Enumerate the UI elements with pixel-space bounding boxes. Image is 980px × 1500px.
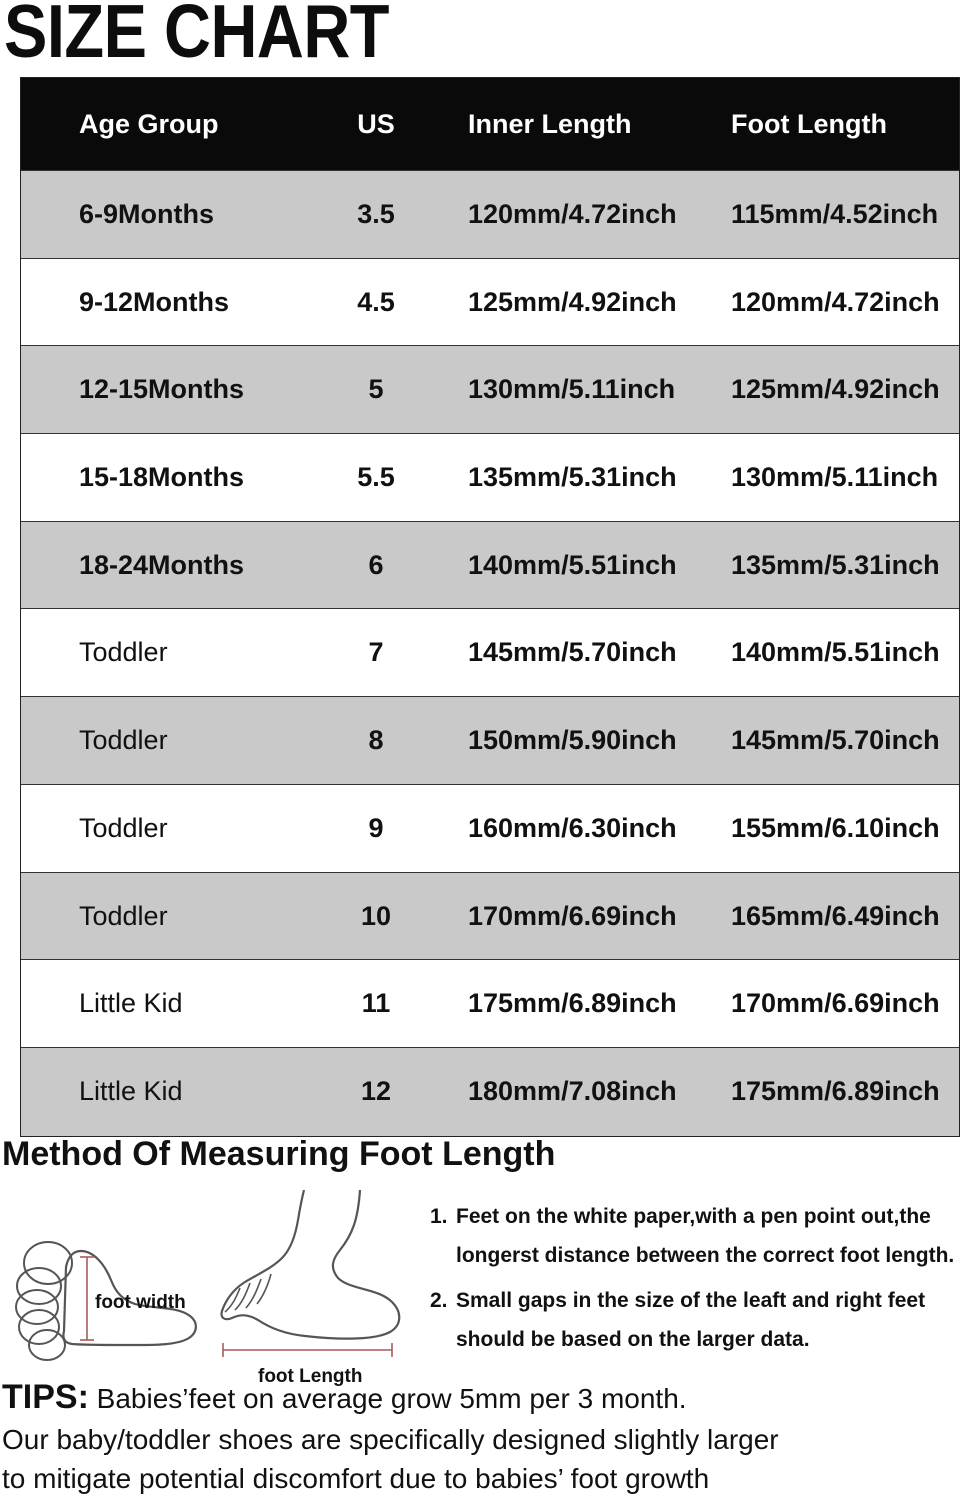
svg-text:foot width: foot width: [95, 1292, 186, 1313]
